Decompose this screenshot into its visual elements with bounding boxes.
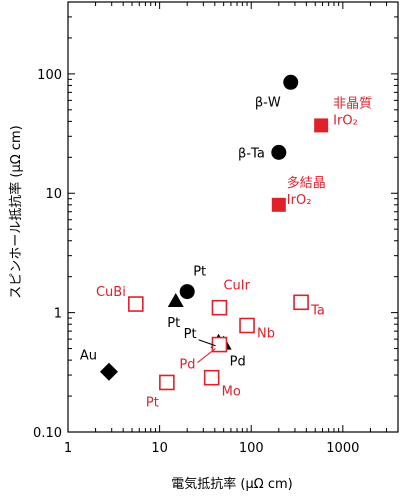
y-tick-label: 1	[54, 307, 62, 322]
point-label: Au	[80, 349, 97, 364]
point-label: 多結晶 IrO₂	[287, 175, 326, 208]
data-point-square	[314, 118, 329, 133]
data-point-square	[239, 317, 255, 334]
point-label: β-Ta	[238, 146, 265, 161]
data-point-circle	[271, 144, 287, 160]
y-tick-label: 0.10	[33, 426, 62, 441]
data-point-square	[271, 197, 286, 212]
point-label: Pt	[167, 316, 180, 331]
point-label: Mo	[222, 385, 241, 400]
x-tick-label: 1000	[326, 441, 359, 456]
leader-line	[197, 348, 216, 363]
point-label: Pd	[230, 355, 246, 370]
leader-line	[198, 339, 216, 347]
point-label: Pt	[146, 395, 159, 410]
point-label: Nb	[257, 327, 275, 342]
data-point-diamond	[99, 362, 118, 381]
data-point-square	[128, 296, 144, 312]
x-tick-label: 1	[64, 441, 72, 456]
data-point-circle	[179, 284, 195, 300]
x-axis-title: 電気抵抗率 (μΩ cm)	[171, 476, 292, 492]
point-label: β-W	[255, 95, 281, 110]
plot-frame	[67, 1, 399, 433]
data-point-triangle	[167, 293, 184, 308]
data-point-square	[211, 299, 228, 316]
y-tick-label: 100	[37, 68, 62, 83]
x-tick-label: 10	[151, 441, 168, 456]
data-point-square	[203, 369, 220, 386]
point-label: CuIr	[223, 279, 250, 294]
x-tick-label: 100	[239, 441, 264, 456]
point-label: Ta	[310, 303, 325, 318]
point-label: Pt	[184, 327, 197, 342]
y-tick-label: 10	[45, 187, 62, 202]
point-label: Pt	[193, 265, 206, 280]
point-label: Pd	[179, 358, 195, 373]
data-point-circle	[283, 74, 299, 90]
data-point-square	[293, 294, 309, 311]
data-point-square	[159, 374, 175, 391]
point-label: CuBi	[96, 285, 126, 300]
point-label: 非晶質 IrO₂	[333, 96, 372, 128]
y-axis-title: スピンホール抵抗率 (μΩ cm)	[8, 125, 24, 298]
